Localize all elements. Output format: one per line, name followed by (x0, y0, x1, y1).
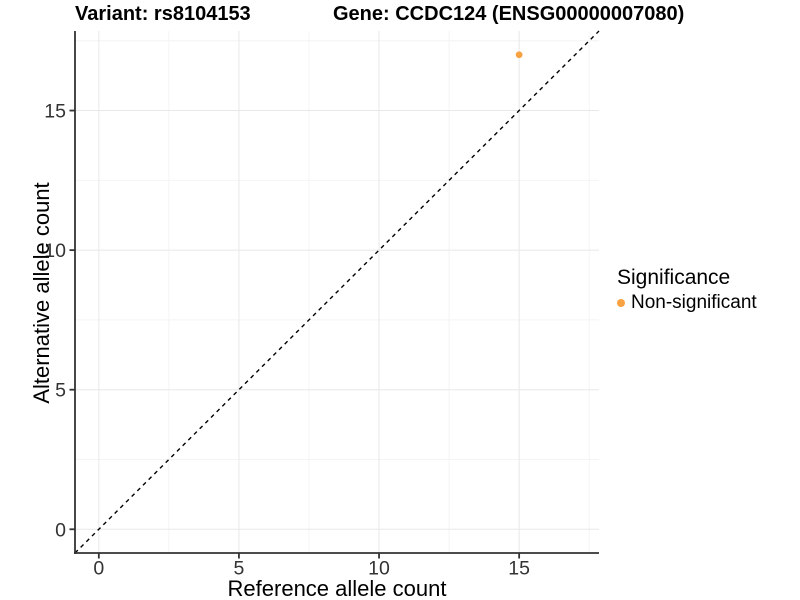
y-axis-title: Alternative allele count (29, 182, 54, 404)
x-axis-title: Reference allele count (227, 576, 447, 600)
legend-item: Non-significant (617, 292, 757, 314)
legend: Significance Non-significant (617, 266, 757, 314)
y-tick-label: 10 (44, 240, 66, 262)
x-tick-label: 15 (508, 558, 530, 580)
y-tick-label: 5 (55, 380, 66, 402)
x-tick-label: 10 (368, 558, 390, 580)
y-tick-label: 15 (44, 101, 66, 123)
x-tick-label: 5 (233, 558, 244, 580)
legend-title: Significance (617, 266, 731, 289)
legend-point-swatch-icon (617, 299, 625, 307)
plot-title-variant: Variant: rs8104153 (75, 3, 251, 25)
legend-item-label: Non-significant (631, 292, 757, 313)
y-tick-label: 0 (55, 519, 66, 541)
identity-reference-line (74, 30, 600, 554)
x-tick-label: 0 (93, 558, 104, 580)
plot-title-gene: Gene: CCDC124 (ENSG00000007080) (333, 3, 685, 25)
data-point (515, 51, 523, 59)
